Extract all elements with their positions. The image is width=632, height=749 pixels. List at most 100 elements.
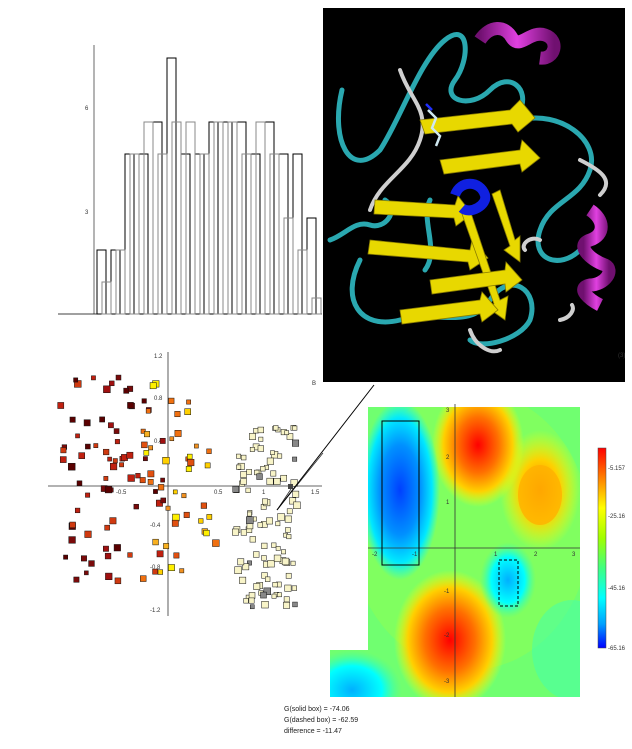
scatter-point <box>194 443 199 449</box>
heatmap-x-tick-3: 1 <box>494 552 498 558</box>
coil-white-2 <box>468 158 609 354</box>
scatter-point <box>200 502 207 509</box>
scatter-point <box>168 397 175 404</box>
scatter-point <box>123 387 130 394</box>
heatmap-x-tick-4: 2 <box>534 552 538 558</box>
heatmap-cool-bottom-right <box>532 600 580 697</box>
protein-background <box>323 8 625 382</box>
histogram-bar-light <box>311 297 322 315</box>
scatter-corner-label: B <box>312 381 316 387</box>
scatter-point <box>270 470 277 477</box>
scatter-point <box>84 570 89 576</box>
heatmap-cool-left <box>360 407 440 580</box>
scatter-point <box>232 485 240 493</box>
scatter-point <box>206 514 213 520</box>
scatter-point <box>284 430 290 435</box>
scatter-point <box>145 408 151 414</box>
scatter-x-tick-4: 1.5 <box>311 490 320 496</box>
colorbar-label-2: -25.16 <box>608 514 626 520</box>
histogram-bar-light <box>101 281 112 315</box>
coil-white-3 <box>521 236 575 322</box>
scatter-point <box>127 402 134 409</box>
ligand-sticks <box>425 103 442 147</box>
histogram-chart: 6 3 <box>58 45 322 315</box>
histogram-y-tick-6: 6 <box>85 106 89 112</box>
scatter-point <box>289 497 297 505</box>
scatter-point <box>69 521 76 529</box>
scatter-point <box>163 543 170 550</box>
colorbar <box>597 447 607 649</box>
coil-cyan-1 <box>336 32 526 163</box>
heatmap-hot-bottom <box>394 570 506 697</box>
scatter-point <box>68 536 76 544</box>
scatter-points <box>57 374 301 610</box>
histogram-bar-light <box>199 153 210 315</box>
scatter-point <box>249 433 256 440</box>
histogram-bar-light <box>143 121 154 315</box>
scatter-point <box>152 538 159 546</box>
scatter-y-tick-2: 0.8 <box>154 396 163 402</box>
scatter-point <box>257 426 264 434</box>
heatmap-x-tick-2: -1 <box>412 552 418 558</box>
colorbar-label-4: -65.16 <box>608 646 626 652</box>
scatter-point <box>63 554 68 560</box>
heatmap-y-tick-3: 1 <box>446 500 450 506</box>
heatmap-cool-corner <box>330 650 402 697</box>
helix-magenta-top <box>474 22 561 65</box>
scatter-point <box>236 453 241 459</box>
scatter-point <box>286 508 293 515</box>
scatter-point <box>257 445 264 452</box>
scatter-point <box>292 425 298 431</box>
scatter-point <box>240 478 247 485</box>
scatter-point <box>152 568 158 575</box>
heatmap-cool-right <box>480 542 536 618</box>
scatter-point <box>206 448 212 454</box>
scatter-point <box>203 529 210 537</box>
scatter-point <box>73 576 80 583</box>
scatter-point <box>277 513 285 521</box>
colorbar-label-1: -5.157 <box>608 466 626 472</box>
scatter-point <box>109 462 118 471</box>
scatter-point <box>127 552 133 558</box>
scatter-point <box>262 498 268 505</box>
scatter-point <box>156 550 164 558</box>
dashed-box <box>498 559 519 607</box>
scatter-point <box>248 592 256 599</box>
histogram-bar-light <box>227 121 238 315</box>
scatter-point <box>266 517 273 525</box>
protein-sheets <box>367 99 541 325</box>
scatter-point <box>88 560 95 567</box>
scatter-point <box>246 469 252 475</box>
scatter-y-tick-1: 1.2 <box>154 354 163 360</box>
scatter-point <box>212 539 220 547</box>
scatter-point <box>271 593 277 599</box>
scatter-point <box>181 493 187 499</box>
connector-line <box>276 384 375 511</box>
scatter-x-tick-1: -0.5 <box>116 490 127 496</box>
scatter-point <box>85 443 91 450</box>
heatmap-y-tick-1: 3 <box>446 408 450 414</box>
scatter-point <box>267 560 275 568</box>
scatter-point <box>105 572 113 580</box>
scatter-point <box>247 560 252 566</box>
scatter-point <box>103 385 111 394</box>
scatter-point <box>103 448 110 456</box>
helix-right-body <box>577 204 616 311</box>
scatter-point <box>285 572 292 579</box>
scatter-point <box>144 431 150 438</box>
scatter-point <box>149 382 157 390</box>
coil-white-1 <box>368 68 425 212</box>
coil-cyan-3 <box>517 115 594 263</box>
scatter-point <box>114 439 120 445</box>
scatter-point <box>261 572 268 579</box>
scatter-y-tick-3: 0.4 <box>154 439 163 445</box>
scatter-point <box>108 422 114 429</box>
scatter-point <box>270 450 275 455</box>
scatter-point <box>91 375 96 381</box>
scatter-x-tick-2: 0.5 <box>214 490 223 496</box>
heatmap-y-tick-2: 2 <box>446 455 450 461</box>
colorbar-label-3: -45.16 <box>608 586 626 592</box>
scatter-x-tick-3: 1 <box>262 490 266 496</box>
scatter-point <box>179 568 185 574</box>
histogram-bar-light <box>157 153 168 315</box>
